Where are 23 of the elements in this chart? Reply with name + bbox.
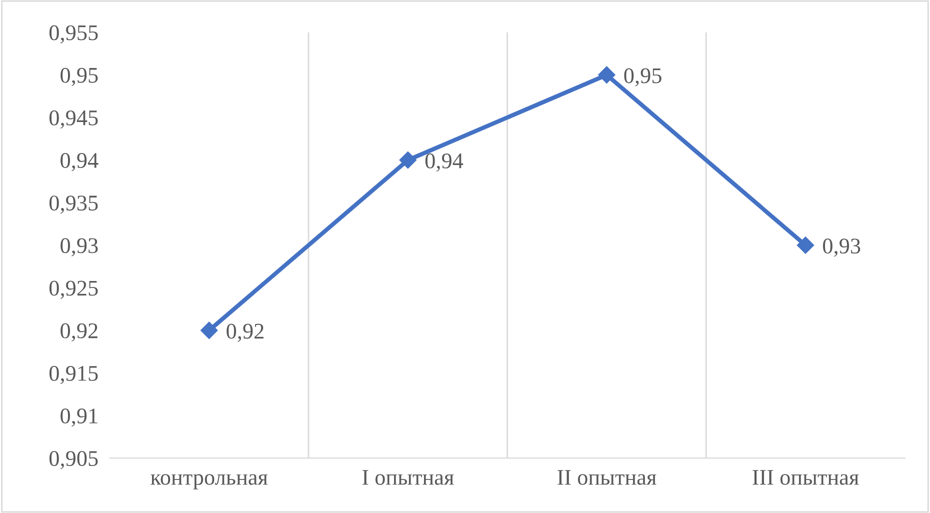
- y-tick-label: 0,905: [49, 451, 98, 470]
- data-label: 0,95: [624, 68, 662, 86]
- y-tick-label: 0,945: [49, 110, 98, 129]
- data-label: 0,92: [226, 324, 264, 342]
- x-tick-label: I опытная: [362, 470, 454, 485]
- point: [796, 236, 814, 254]
- data-label: 0,94: [425, 153, 464, 172]
- data-label: 0,93: [823, 238, 860, 257]
- y-tick-label: 0,91: [60, 408, 98, 427]
- y-tick-label: 0,935: [49, 196, 98, 214]
- x-tick-label: II опытная: [558, 470, 656, 485]
- y-tick-label: 0,93: [60, 238, 98, 256]
- point: [399, 152, 416, 169]
- y-tick-label: 0,915: [49, 366, 98, 384]
- y-tick-label: 0,95: [60, 68, 98, 86]
- y-tick-label: 0,925: [49, 280, 98, 299]
- x-tick-label: контрольная: [150, 474, 268, 490]
- x-tick-label: III опытная: [752, 470, 859, 485]
- y-tick-label: 0,955: [49, 25, 98, 44]
- point: [200, 322, 218, 339]
- y-tick-label: 0,92: [60, 323, 98, 342]
- point: [598, 66, 616, 84]
- y-tick-label: 0,94: [60, 152, 98, 172]
